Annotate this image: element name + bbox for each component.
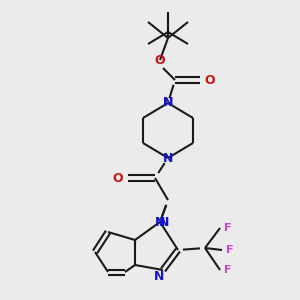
Text: N: N [155, 215, 165, 229]
Text: O: O [205, 74, 215, 86]
Text: O: O [155, 53, 165, 67]
Text: N: N [163, 97, 173, 110]
Text: F: F [224, 265, 232, 275]
Text: F: F [224, 223, 232, 233]
Text: N: N [163, 97, 173, 110]
Text: N: N [163, 152, 173, 164]
Text: O: O [113, 172, 123, 184]
Text: F: F [226, 245, 234, 255]
Text: N: N [159, 215, 169, 229]
Text: N: N [154, 269, 164, 283]
